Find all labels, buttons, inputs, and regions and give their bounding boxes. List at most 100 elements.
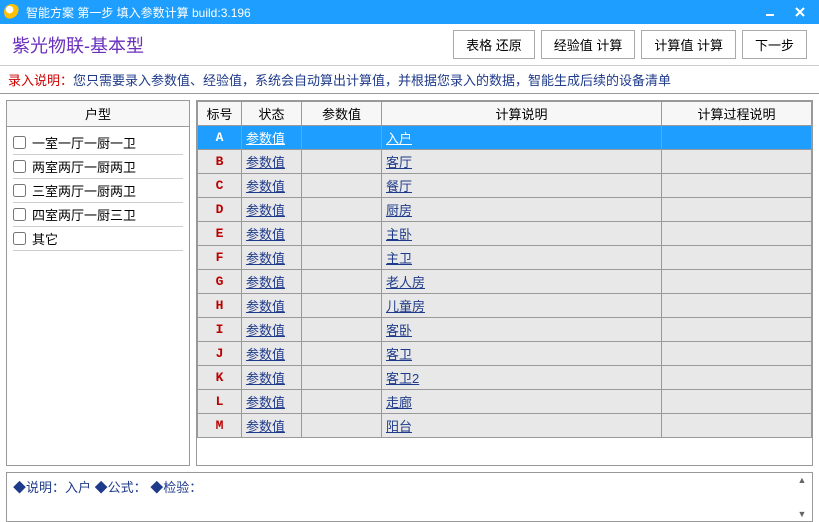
col-mark[interactable]: 标号: [198, 102, 242, 126]
cell-status: 参数值: [242, 270, 302, 294]
cell-mark: D: [198, 198, 242, 222]
calc-calc-button[interactable]: 计算值 计算: [641, 30, 736, 59]
status-link[interactable]: 参数值: [246, 155, 285, 170]
scroll-up-icon[interactable]: ▲: [794, 475, 810, 485]
col-status[interactable]: 状态: [242, 102, 302, 126]
footer-text: ◆说明：入户 ◆公式： ◆检验：: [13, 480, 202, 495]
table-row[interactable]: F参数值主卫: [198, 246, 812, 270]
desc-link[interactable]: 老人房: [386, 275, 425, 290]
cell-proc: [662, 150, 812, 174]
col-desc[interactable]: 计算说明: [382, 102, 662, 126]
house-type-option[interactable]: 两室两厅一厨两卫: [13, 155, 183, 179]
table-row[interactable]: D 参数值 厨房: [198, 198, 812, 222]
status-link[interactable]: 参数值: [246, 179, 285, 194]
cell-mark: M: [198, 414, 242, 438]
status-link[interactable]: 参数值: [246, 299, 285, 314]
cell-status: 参数值: [242, 174, 302, 198]
cell-param[interactable]: [302, 150, 382, 174]
cell-param[interactable]: [302, 366, 382, 390]
house-type-checkbox[interactable]: [13, 136, 26, 149]
desc-link[interactable]: 主卧: [386, 227, 412, 242]
footer-scroll: ▲ ▼: [794, 475, 810, 519]
status-link[interactable]: 参数值: [246, 419, 285, 434]
cell-param[interactable]: [302, 222, 382, 246]
house-type-option[interactable]: 四室两厅一厨三卫: [13, 203, 183, 227]
desc-link[interactable]: 阳台: [386, 419, 412, 434]
cell-param[interactable]: [302, 342, 382, 366]
instruction-text: 您只需要录入参数值、经验值，系统会自动算出计算值，并根据您录入的数据，智能生成后…: [73, 73, 671, 88]
status-link[interactable]: 参数值: [246, 275, 285, 290]
desc-link[interactable]: 客卫: [386, 347, 412, 362]
desc-link[interactable]: 客卧: [386, 323, 412, 338]
status-link[interactable]: 参数值: [246, 323, 285, 338]
next-button[interactable]: 下一步: [742, 30, 807, 59]
restore-button[interactable]: 表格 还原: [453, 30, 535, 59]
table-row[interactable]: E参数值主卧: [198, 222, 812, 246]
house-type-option[interactable]: 一室一厅一厨一卫: [13, 131, 183, 155]
cell-mark: I: [198, 318, 242, 342]
scroll-down-icon[interactable]: ▼: [794, 509, 810, 519]
cell-param[interactable]: [302, 390, 382, 414]
status-link[interactable]: 参数值: [246, 251, 285, 266]
cell-param[interactable]: [302, 414, 382, 438]
table-row[interactable]: M 参数值 阳台: [198, 414, 812, 438]
status-link[interactable]: 参数值: [246, 227, 285, 242]
cell-desc: 客卫: [382, 342, 662, 366]
header-row: 紫光物联-基本型 表格 还原 经验值 计算 计算值 计算 下一步: [0, 24, 819, 66]
status-link[interactable]: 参数值: [246, 371, 285, 386]
cell-proc: [662, 246, 812, 270]
cell-status: 参数值: [242, 126, 302, 150]
status-link[interactable]: 参数值: [246, 347, 285, 362]
desc-link[interactable]: 餐厅: [386, 179, 412, 194]
table-row[interactable]: H参数值儿童房: [198, 294, 812, 318]
cell-desc: 客厅: [382, 150, 662, 174]
checklist: 一室一厅一厨一卫两室两厅一厨两卫三室两厅一厨两卫四室两厅一厨三卫其它: [7, 127, 189, 255]
cell-status: 参数值: [242, 294, 302, 318]
cell-status: 参数值: [242, 150, 302, 174]
cell-status: 参数值: [242, 390, 302, 414]
table-row[interactable]: C参数值餐厅: [198, 174, 812, 198]
status-link[interactable]: 参数值: [246, 131, 285, 146]
instruction-prefix: 录入说明：: [8, 73, 73, 88]
col-proc[interactable]: 计算过程说明: [662, 102, 812, 126]
house-type-option[interactable]: 三室两厅一厨两卫: [13, 179, 183, 203]
cell-param[interactable]: [302, 174, 382, 198]
cell-param[interactable]: [302, 246, 382, 270]
table-row[interactable]: K参数值客卫2: [198, 366, 812, 390]
table-row[interactable]: A参数值入户: [198, 126, 812, 150]
desc-link[interactable]: 客厅: [386, 155, 412, 170]
status-link[interactable]: 参数值: [246, 203, 285, 218]
status-link[interactable]: 参数值: [246, 395, 285, 410]
cell-param[interactable]: [302, 126, 382, 150]
house-type-checkbox[interactable]: [13, 232, 26, 245]
cell-proc: [662, 222, 812, 246]
table-row[interactable]: J参数值客卫: [198, 342, 812, 366]
app-icon: [4, 4, 20, 20]
col-param[interactable]: 参数值: [302, 102, 382, 126]
close-button[interactable]: [785, 0, 815, 24]
cell-status: 参数值: [242, 414, 302, 438]
table-row[interactable]: I 参数值 客卧: [198, 318, 812, 342]
desc-link[interactable]: 儿童房: [386, 299, 425, 314]
table-row[interactable]: G参数值老人房: [198, 270, 812, 294]
house-type-label: 三室两厅一厨两卫: [32, 181, 136, 200]
desc-link[interactable]: 厨房: [386, 203, 412, 218]
cell-desc: 厨房: [382, 198, 662, 222]
cell-param[interactable]: [302, 198, 382, 222]
desc-link[interactable]: 客卫2: [386, 371, 419, 386]
minimize-button[interactable]: [755, 0, 785, 24]
cell-param[interactable]: [302, 270, 382, 294]
table-row[interactable]: L参数值走廊: [198, 390, 812, 414]
desc-link[interactable]: 主卫: [386, 251, 412, 266]
house-type-checkbox[interactable]: [13, 208, 26, 221]
exp-calc-button[interactable]: 经验值 计算: [541, 30, 636, 59]
cell-param[interactable]: [302, 294, 382, 318]
house-type-checkbox[interactable]: [13, 160, 26, 173]
house-type-checkbox[interactable]: [13, 184, 26, 197]
desc-link[interactable]: 走廊: [386, 395, 412, 410]
house-type-option[interactable]: 其它: [13, 227, 183, 251]
table-row[interactable]: B参数值客厅: [198, 150, 812, 174]
cell-param[interactable]: [302, 318, 382, 342]
cell-status: 参数值: [242, 318, 302, 342]
desc-link[interactable]: 入户: [386, 131, 412, 146]
